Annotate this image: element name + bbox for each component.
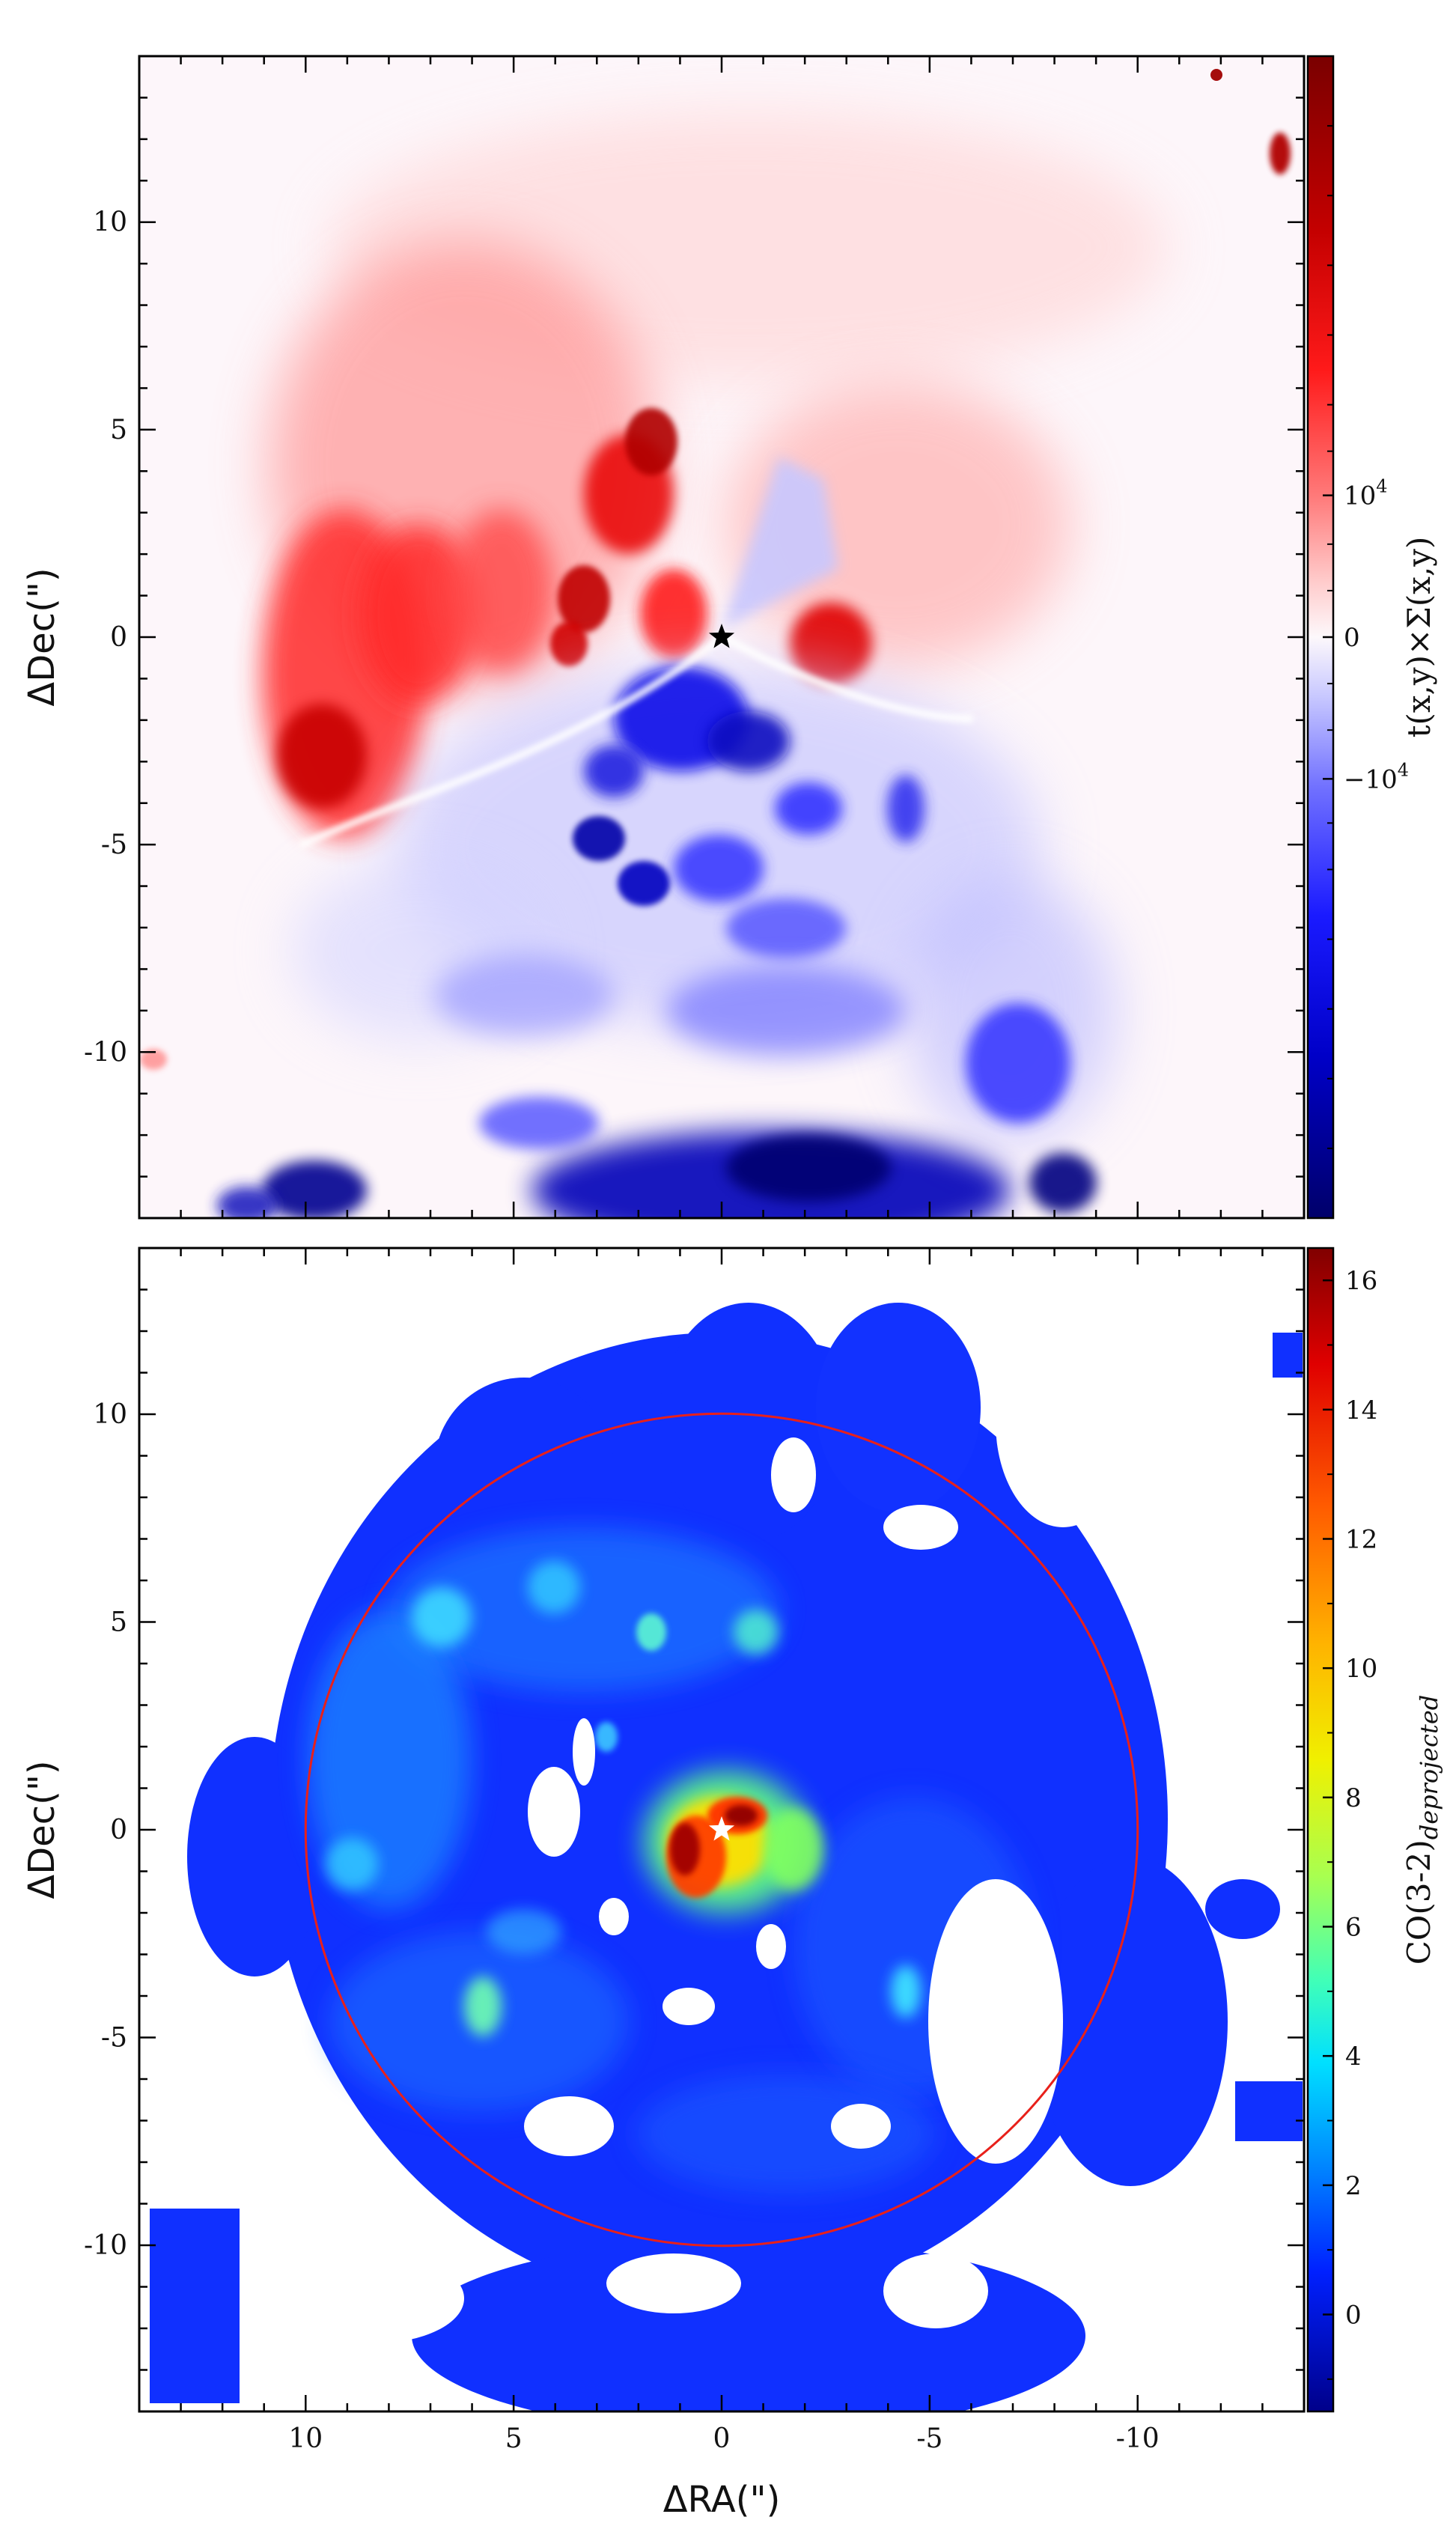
bottom-heatmap-image	[150, 1303, 1303, 2411]
bottom-colorbar-frame	[1306, 1247, 1335, 2413]
bottom-colorbar	[1308, 1248, 1333, 2411]
colorbar-tick-label: 0	[1345, 2301, 1362, 2331]
top-panel: 10 5 0 -5 -10 ΔDec(") 104 0 −104 t(x,y)×Σ(x,y)	[21, 55, 1437, 1220]
center-star-marker	[708, 624, 735, 648]
y-tick-label: 10	[93, 207, 127, 238]
bottom-colorbar-ticks: 16 14 12 10 8 6 4 2 0	[1323, 1266, 1377, 2380]
colorbar-tick-label: 10	[1345, 1654, 1377, 1684]
y-tick-label: 5	[110, 1607, 127, 1638]
top-colorbar-ticks: 104 0 −104	[1323, 125, 1409, 1149]
colorbar-tick-label: 2	[1345, 2171, 1362, 2201]
colorbar-tick-label: 14	[1345, 1396, 1377, 1425]
y-tick-label: 10	[93, 1399, 127, 1430]
y-tick-label: 0	[110, 622, 127, 653]
top-y-axis-title: ΔDec(")	[21, 567, 63, 706]
y-tick-label: -10	[84, 1037, 127, 1068]
colorbar-tick-label: 104	[1344, 476, 1388, 511]
colorbar-tick-exponent: 4	[1376, 476, 1387, 497]
y-tick-label: -5	[101, 2023, 127, 2054]
x-tick-label: 10	[288, 2423, 323, 2454]
bottom-x-axis-title: ΔRA(")	[663, 2479, 781, 2521]
x-tick-label: 5	[505, 2423, 523, 2454]
bottom-colorbar-title-sub: deprojected	[1415, 1695, 1443, 1840]
bottom-y-axis-title: ΔDec(")	[21, 1760, 63, 1899]
bottom-colorbar-title-main: CO(3-2)	[1401, 1839, 1437, 1965]
bottom-colorbar-title: CO(3-2)deprojected	[1401, 1695, 1443, 1965]
y-tick-label: 0	[110, 1815, 127, 1845]
y-tick-label: 5	[110, 415, 127, 445]
y-tick-label: -5	[101, 830, 127, 860]
x-tick-label: 0	[713, 2423, 731, 2454]
colorbar-tick-label: 16	[1345, 1266, 1377, 1296]
colorbar-tick-label: 0	[1344, 623, 1360, 653]
top-heatmap-image	[140, 69, 1291, 1218]
x-tick-label: -5	[916, 2423, 942, 2454]
bottom-axis-ticks: 10 5 0 -5 -10 10 5 0 -5 -10	[84, 1247, 1306, 2454]
colorbar-tick-label: 8	[1345, 1783, 1362, 1813]
colorbar-tick-label: −104	[1344, 759, 1409, 794]
colorbar-tick-label: 4	[1345, 2042, 1362, 2072]
top-colorbar-title: t(x,y)×Σ(x,y)	[1401, 537, 1437, 738]
colorbar-tick-label: 6	[1345, 1913, 1362, 1943]
x-tick-label: -10	[1116, 2423, 1160, 2454]
top-axis-ticks: 10 5 0 -5 -10	[84, 55, 1306, 1220]
colorbar-tick-label: 12	[1345, 1525, 1377, 1555]
y-tick-label: -10	[84, 2230, 127, 2261]
colorbar-tick-exponent: 4	[1398, 759, 1409, 780]
bottom-panel: 10 5 0 -5 -10 10 5 0 -5 -10 ΔDec(") ΔRA(") 16 14 12…	[21, 1247, 1443, 2521]
radius-circle	[304, 1412, 1139, 2248]
center-star-marker	[708, 1816, 735, 1841]
